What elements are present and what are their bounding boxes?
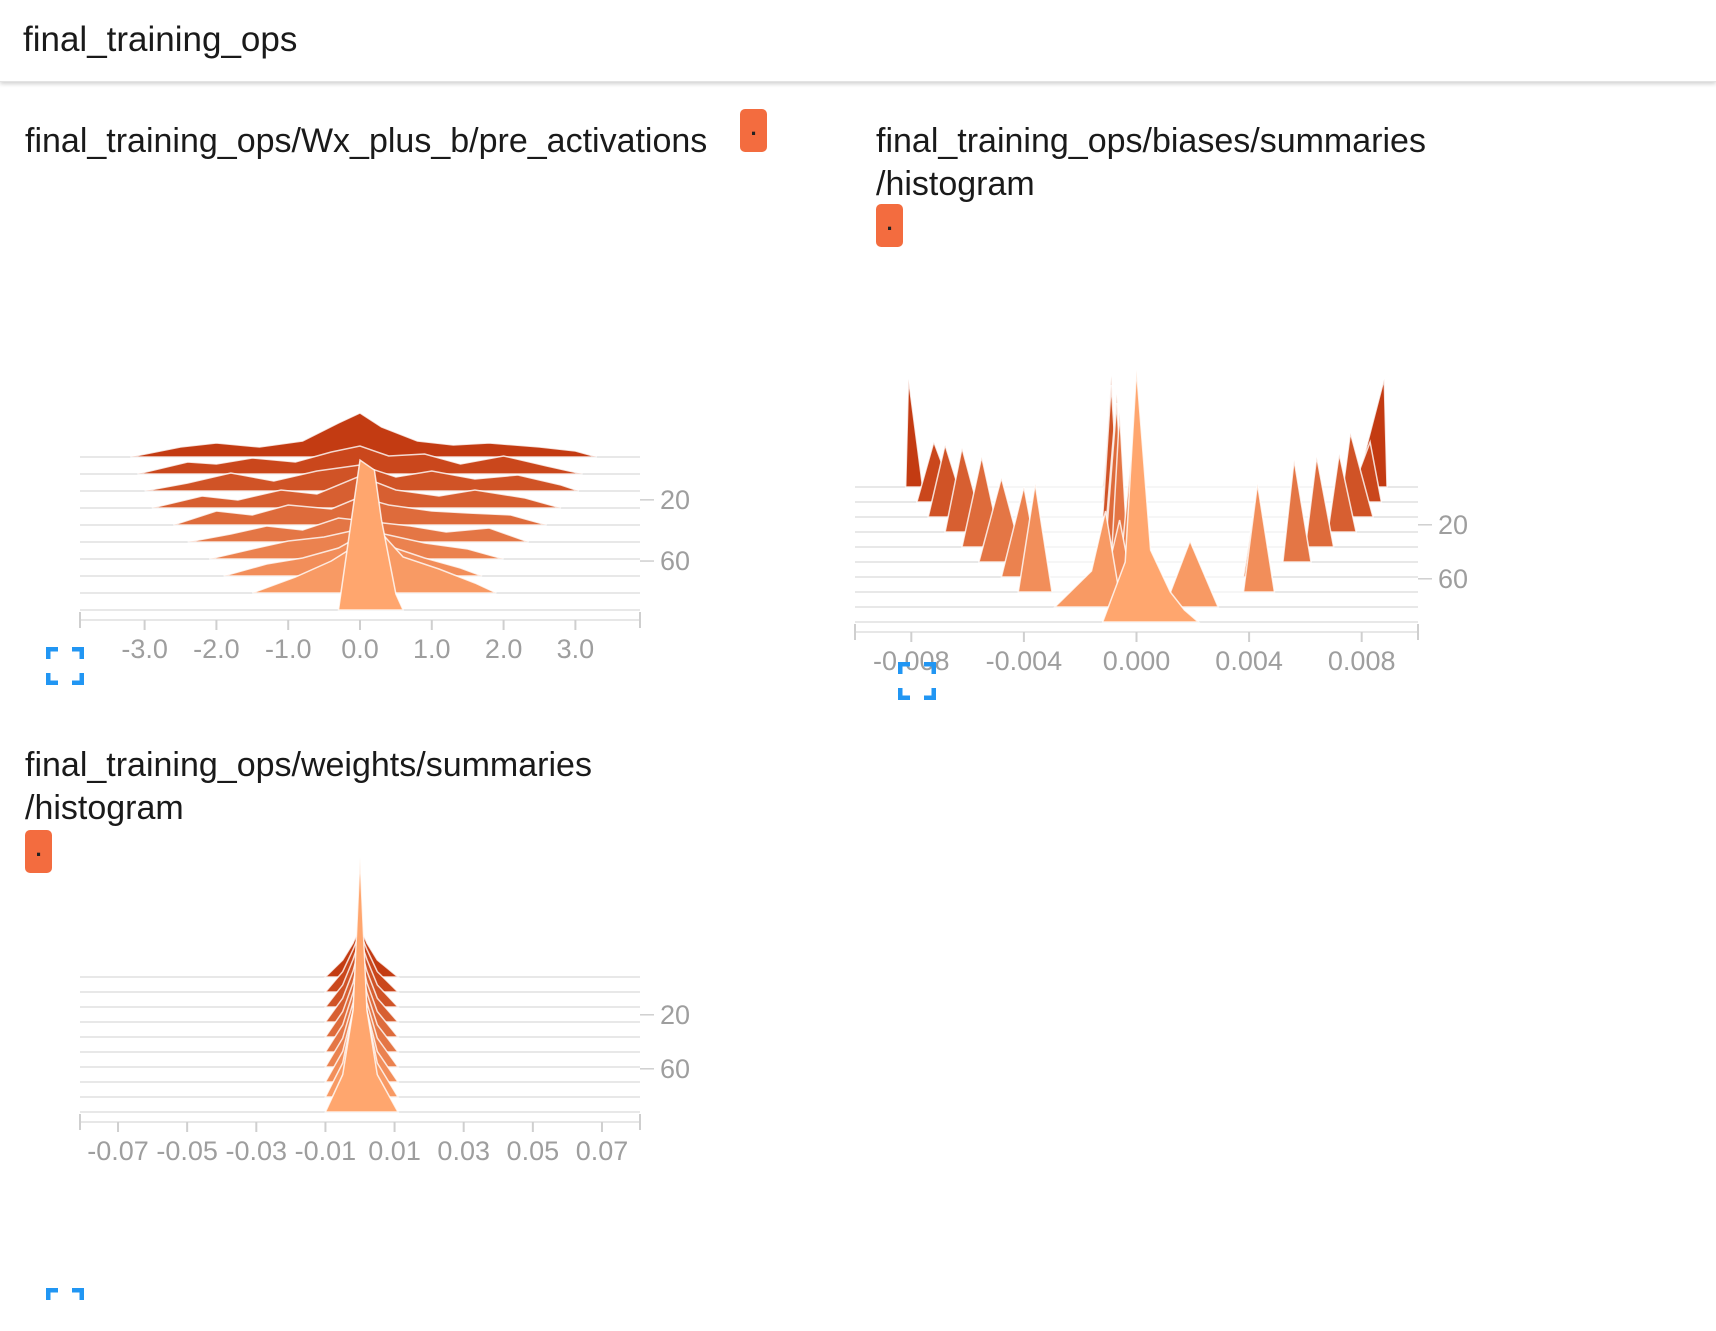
- x-tick-label: 0.008: [1328, 646, 1396, 676]
- histogram-chart[interactable]: -0.07 -0.05 -0.03 -0.01 0.01 0.03 0.05 0.07 20 60: [0, 856, 858, 1302]
- histogram-card-pre-activations: final_training_ops/Wx_plus_b/pre_activat…: [0, 82, 858, 702]
- card-title-line2: /histogram: [876, 165, 1035, 203]
- run-badge[interactable]: .: [876, 204, 903, 247]
- x-tick-label: -0.03: [226, 1136, 288, 1166]
- y-tick-label: 20: [1438, 510, 1468, 540]
- histogram-series-0: [337, 458, 405, 611]
- run-badge[interactable]: .: [25, 830, 52, 873]
- x-tick-label: -0.05: [156, 1136, 218, 1166]
- x-tick-label: 1.0: [413, 634, 451, 664]
- y-tick-label: 60: [660, 1054, 690, 1084]
- x-tick-label: 0.0: [341, 634, 379, 664]
- card-title-line1: final_training_ops/Wx_plus_b/pre_activat…: [25, 122, 708, 160]
- card-title: final_training_ops/biases/summaries /his…: [876, 120, 1426, 206]
- histogram-chart[interactable]: -3.0 -2.0 -1.0 0.0 1.0 2.0 3.0 20 60: [0, 180, 858, 664]
- x-tick-label: -2.0: [193, 634, 240, 664]
- card-title-line1: final_training_ops/biases/summaries: [876, 122, 1426, 160]
- histogram-card-weights: final_training_ops/weights/summaries /hi…: [0, 702, 858, 1303]
- x-tick-label: -0.07: [87, 1136, 149, 1166]
- card-title: final_training_ops/weights/summaries /hi…: [25, 744, 592, 830]
- y-tick-label: 60: [1438, 564, 1468, 594]
- histogram-series-9: [130, 412, 598, 458]
- fullscreen-icon[interactable]: [897, 661, 937, 701]
- y-tick-label: 20: [660, 1000, 690, 1030]
- x-tick-label: 2.0: [485, 634, 523, 664]
- card-title-line1: final_training_ops/weights/summaries: [25, 746, 592, 784]
- x-tick-label: -0.008: [873, 646, 950, 676]
- x-tick-label: 0.000: [1103, 646, 1171, 676]
- fullscreen-icon[interactable]: [45, 646, 85, 686]
- x-tick-label: 0.07: [576, 1136, 629, 1166]
- x-tick-label: 3.0: [557, 634, 595, 664]
- histogram-series-7: [927, 384, 1374, 518]
- fullscreen-icon[interactable]: [45, 1287, 85, 1326]
- card-title: final_training_ops/Wx_plus_b/pre_activat…: [25, 120, 707, 163]
- x-tick-label: -0.004: [986, 646, 1063, 676]
- y-tick-label: 20: [660, 485, 690, 515]
- histogram-card-biases: final_training_ops/biases/summaries /his…: [854, 82, 1716, 702]
- x-tick-label: 0.03: [437, 1136, 490, 1166]
- run-badge[interactable]: .: [740, 109, 767, 152]
- y-tick-label: 60: [660, 546, 690, 576]
- histogram-series-0: [1101, 369, 1201, 623]
- x-tick-label: -1.0: [265, 634, 312, 664]
- category-title: final_training_ops: [23, 20, 298, 59]
- top-header: final_training_ops: [0, 0, 1716, 82]
- x-tick-label: 0.05: [507, 1136, 560, 1166]
- histogram-series-0: [324, 856, 400, 1113]
- x-tick-label: -0.01: [295, 1136, 357, 1166]
- x-tick-label: 0.004: [1215, 646, 1283, 676]
- histogram-chart[interactable]: -0.008 -0.004 0.000 0.004 0.008 20 60: [854, 262, 1716, 732]
- x-tick-label: 0.01: [368, 1136, 421, 1166]
- card-title-line2: /histogram: [25, 789, 184, 827]
- x-tick-label: -3.0: [121, 634, 168, 664]
